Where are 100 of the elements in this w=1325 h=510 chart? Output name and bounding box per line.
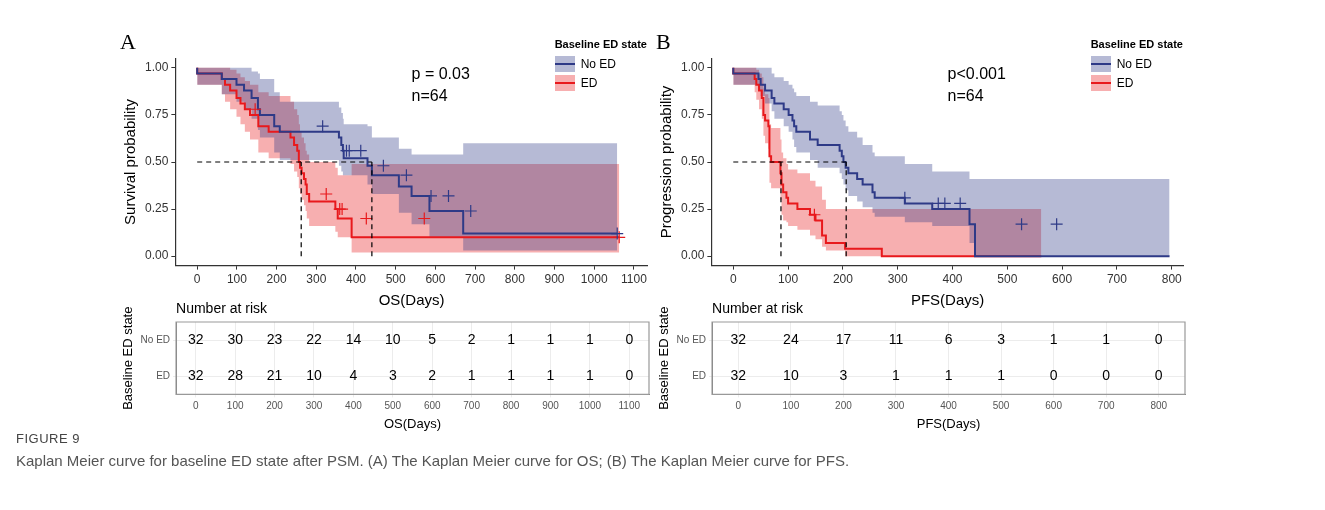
x-tick-label: 500 <box>992 400 1010 412</box>
y-axis-title: Baseline ED state <box>120 306 136 410</box>
y-tick-label: ED <box>692 370 707 382</box>
data-label: 17 <box>835 330 852 347</box>
y-tick-label: No ED <box>140 333 171 345</box>
data-label: 3 <box>839 367 848 384</box>
data-label: 3 <box>388 367 397 384</box>
y-tick-label: 0.00 <box>681 248 705 263</box>
data-label: 10 <box>783 367 799 384</box>
data-label: 1 <box>546 330 555 347</box>
data-label: 0 <box>1154 367 1163 384</box>
data-label: 2 <box>428 367 437 384</box>
x-tick-label: 600 <box>1045 400 1063 412</box>
data-label: 1 <box>1049 330 1058 347</box>
annotation: n=64 <box>411 86 448 104</box>
x-tick-label: 1000 <box>580 272 608 287</box>
point <box>316 119 330 133</box>
x-tick-label: 200 <box>266 272 287 287</box>
x-tick-label: 0 <box>729 272 737 287</box>
point <box>376 159 390 173</box>
y-tick-label: 0.50 <box>681 154 705 169</box>
x-tick-label: 800 <box>502 400 520 412</box>
point <box>441 189 456 203</box>
text: FIGURE 9 <box>16 431 81 446</box>
x-tick-label: 100 <box>226 400 244 412</box>
data-label: 1 <box>997 367 1006 384</box>
x-tick-label: 100 <box>226 272 248 287</box>
point <box>319 187 333 201</box>
data-label: 21 <box>266 367 283 384</box>
data-label: 28 <box>227 367 244 384</box>
x-tick-label: 300 <box>887 272 909 287</box>
data-label: 0 <box>625 330 634 347</box>
x-tick-label: 0 <box>192 400 199 412</box>
data-label: 10 <box>306 367 322 384</box>
x-tick-label: 900 <box>544 272 565 287</box>
data-label: 2 <box>467 330 476 347</box>
x-tick-label: 400 <box>345 400 363 412</box>
y-tick-label: 1.00 <box>681 60 705 75</box>
data-label: 32 <box>187 367 204 384</box>
point <box>354 144 368 158</box>
x-tick-label: 700 <box>463 400 481 412</box>
x-tick-label: 400 <box>942 272 963 287</box>
legend-label: ED <box>1116 75 1134 90</box>
data-label: 30 <box>227 330 244 347</box>
x-tick-label: 600 <box>423 400 442 412</box>
y-tick-label: 1.00 <box>145 60 169 75</box>
y-tick-label: 0.75 <box>145 107 169 122</box>
data-label: 1 <box>892 367 901 384</box>
data-label: 0 <box>1102 367 1111 384</box>
point <box>399 168 414 182</box>
chart-title: B <box>656 28 671 54</box>
y-axis-title: Survival probability <box>121 98 139 225</box>
annotation: n=64 <box>947 86 984 104</box>
point <box>1050 217 1064 231</box>
data-label: 1 <box>1102 330 1111 347</box>
x-tick-label: 300 <box>305 400 323 412</box>
data-label: 32 <box>730 330 747 347</box>
y-tick-label: ED <box>156 370 171 382</box>
data-label: 24 <box>783 330 799 347</box>
data-label: 10 <box>385 330 401 347</box>
x-axis-title: OS(Days) <box>378 291 445 309</box>
chart-title: A <box>120 28 136 54</box>
chart-title: Number at risk <box>712 299 805 316</box>
y-tick-label: 0.00 <box>145 248 169 263</box>
legend-title: Baseline ED state <box>554 38 647 50</box>
data-label: 11 <box>888 330 904 347</box>
y-tick-label: 0.50 <box>145 154 169 169</box>
annotation: p = 0.03 <box>411 64 470 82</box>
annotation: p<0.001 <box>947 64 1006 82</box>
x-tick-label: 100 <box>782 400 800 412</box>
x-axis-title: PFS(Days) <box>910 291 985 309</box>
y-tick-label: No ED <box>676 333 707 345</box>
x-tick-label: 700 <box>1106 272 1128 287</box>
x-tick-label: 500 <box>385 272 407 287</box>
x-tick-label: 300 <box>887 400 905 412</box>
data-label: 1 <box>585 367 594 384</box>
x-tick-label: 900 <box>542 400 560 412</box>
legend-label: No ED <box>580 56 617 71</box>
text: Kaplan Meier curve for baseline ED state after PSM. (A) The Kaplan Meier curve for OS; (B) The Kaplan Meier curve for PFS. <box>16 452 851 469</box>
data-label: 32 <box>187 330 204 347</box>
x-tick-label: 400 <box>940 400 958 412</box>
data-label: 23 <box>266 330 283 347</box>
y-tick-label: 0.25 <box>145 201 169 216</box>
data-label: 14 <box>345 330 362 347</box>
x-tick-label: 700 <box>1097 400 1115 412</box>
y-tick-label: 0.75 <box>681 107 705 122</box>
data-label: 1 <box>585 330 594 347</box>
x-tick-label: 800 <box>504 272 526 287</box>
x-tick-label: 700 <box>465 272 486 287</box>
x-tick-label: 500 <box>997 272 1018 287</box>
chart-title: Number at risk <box>176 299 269 316</box>
point <box>610 226 624 241</box>
point <box>1014 217 1029 231</box>
x-tick-label: 600 <box>425 272 446 287</box>
x-tick-label: 1100 <box>618 400 641 412</box>
x-tick-label: 1000 <box>578 400 602 412</box>
x-tick-label: 400 <box>345 272 367 287</box>
data-label: 1 <box>546 367 555 384</box>
data-label: 0 <box>625 367 634 384</box>
data-label: 6 <box>944 330 953 347</box>
